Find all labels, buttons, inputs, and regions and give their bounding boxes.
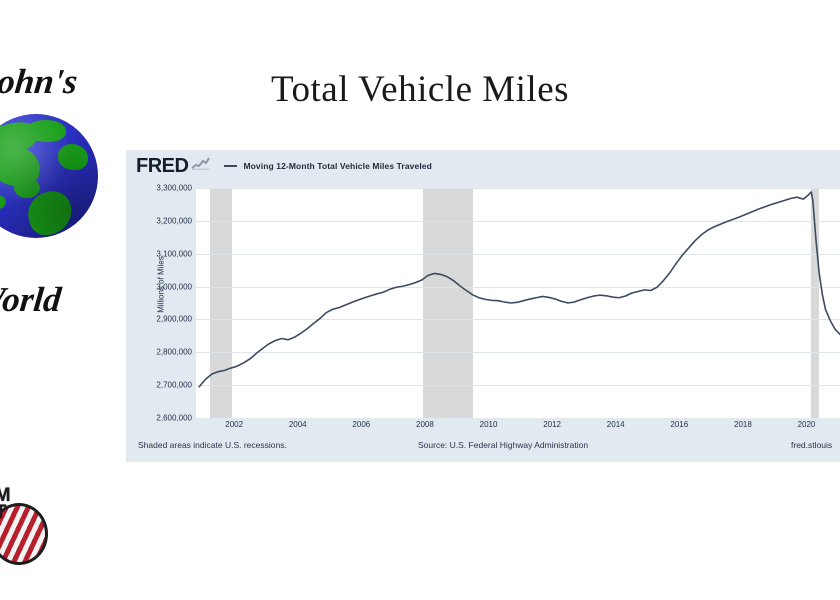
y-axis-tick: 3,200,000 (156, 216, 192, 226)
x-axis-tick: 2014 (606, 420, 625, 429)
fred-chart-card: FRED Moving 12-Month Total Vehicle Miles… (126, 150, 840, 462)
sparkline-icon (191, 157, 211, 175)
secondary-logo-text: RM RT (0, 485, 11, 522)
y-axis-tick: 2,600,000 (156, 413, 192, 423)
fred-chart-footer: Shaded areas indicate U.S. recessions. S… (126, 438, 840, 458)
y-axis-tick: 2,900,000 (156, 314, 192, 324)
gridline (196, 188, 840, 189)
y-axis-title: Millions of Miles (156, 256, 166, 313)
gridline (196, 319, 840, 321)
fred-logo: FRED (136, 155, 189, 177)
y-axis-tick: 3,000,000 (156, 282, 192, 292)
fred-url: fred.stlouis (791, 440, 833, 450)
gridline (196, 286, 840, 288)
x-axis-tick: 2008 (416, 420, 434, 429)
chart-line-svg (198, 191, 840, 388)
x-axis-tick-labels: 2002 2004 2006 2008 2010 2012 2014 2016 2018 2020 (196, 420, 840, 434)
gridline (196, 352, 840, 354)
logo-bottom-word: World (0, 280, 63, 319)
recession-band (423, 188, 473, 418)
source-note: Source: U.S. Federal Highway Administrat… (418, 440, 589, 450)
chart-legend: Moving 12-Month Total Vehicle Miles Trav… (224, 161, 432, 171)
x-axis-tick: 2002 (225, 420, 244, 429)
gridline (196, 220, 840, 222)
legend-color-swatch (224, 165, 238, 167)
gridline (196, 253, 840, 255)
page-title: Total Vehicle Miles (270, 69, 570, 110)
johns-world-logo: John's World (0, 52, 112, 337)
recession-band (210, 188, 232, 418)
x-axis-tick: 2018 (733, 420, 752, 429)
x-axis-tick: 2020 (797, 420, 816, 429)
x-axis-tick: 2012 (543, 420, 562, 429)
y-axis-tick: 3,300,000 (156, 183, 192, 193)
y-axis-tick: 2,800,000 (156, 347, 192, 357)
recessions-note: Shaded areas indicate U.S. recessions. (138, 440, 287, 450)
x-axis-tick: 2004 (288, 420, 307, 429)
globe-icon (0, 114, 98, 238)
y-axis-tick: 3,100,000 (156, 249, 192, 259)
striped-shield-icon (0, 503, 48, 565)
stars-and-stripes-logo: RM RT (0, 485, 48, 565)
y-axis-tick-labels: 2,600,000 2,700,000 2,800,000 2,900,000 3,00… (126, 184, 192, 423)
x-axis-tick: 2016 (670, 420, 689, 429)
chart-plot-area (196, 188, 840, 418)
legend-label: Moving 12-Month Total Vehicle Miles Trav… (243, 161, 432, 171)
gridline (196, 385, 840, 387)
x-axis-tick: 2006 (352, 420, 371, 429)
y-axis-tick: 2,700,000 (156, 380, 192, 390)
fred-chart-header: FRED Moving 12-Month Total Vehicle Miles… (126, 150, 840, 182)
x-axis-tick: 2010 (479, 420, 498, 429)
recession-band (811, 188, 820, 418)
